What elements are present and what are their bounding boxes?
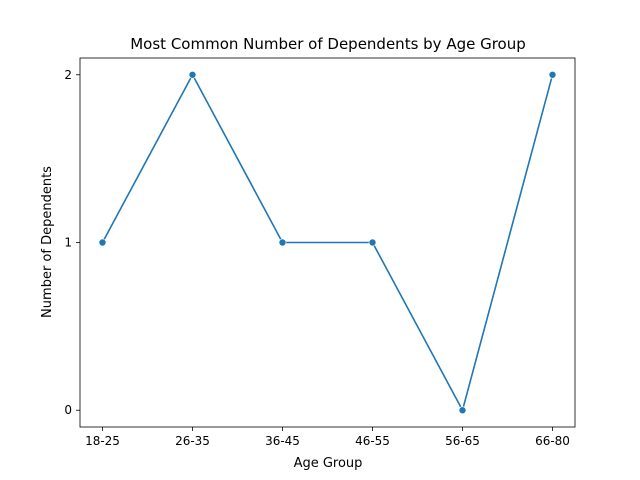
x-tick-label: 56-65 xyxy=(445,434,480,448)
x-tick-label: 36-45 xyxy=(265,434,300,448)
y-axis-label: Number of Dependents xyxy=(40,166,55,318)
data-point xyxy=(458,406,467,415)
data-point xyxy=(188,70,197,79)
y-tick-label: 1 xyxy=(64,236,72,250)
series-line xyxy=(101,73,554,412)
data-point xyxy=(98,238,107,247)
data-point xyxy=(548,70,557,79)
x-tick-label: 66-80 xyxy=(535,434,570,448)
y-tick-label: 2 xyxy=(64,68,72,82)
x-tick-label: 18-25 xyxy=(85,434,120,448)
y-tick-label: 0 xyxy=(64,403,72,417)
data-point xyxy=(368,238,377,247)
x-tick-label: 46-55 xyxy=(355,434,390,448)
chart-title: Most Common Number of Dependents by Age … xyxy=(130,35,526,53)
plot-area: 18-25 26-35 36-45 46-55 56-65 66-80 0 1 2 xyxy=(64,57,576,448)
x-tick-label: 26-35 xyxy=(175,434,210,448)
x-axis-label: Age Group xyxy=(294,456,363,471)
data-point xyxy=(278,238,287,247)
